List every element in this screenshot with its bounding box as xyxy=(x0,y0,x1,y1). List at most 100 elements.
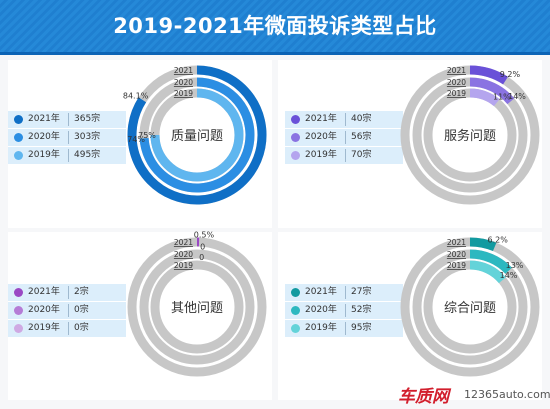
legend-count: 495宗 xyxy=(74,150,101,160)
center-label: 其他问题 xyxy=(171,301,223,316)
legend-dot xyxy=(14,288,23,297)
ring-segment xyxy=(469,249,512,274)
center-label: 服务问题 xyxy=(444,128,496,144)
legend-dot xyxy=(14,133,23,142)
ring-year-label: 2021 xyxy=(174,66,193,75)
value-label: 84.1% xyxy=(123,92,149,101)
legend-row: 2020年 0宗 xyxy=(8,302,126,319)
legend-year: 2019年 xyxy=(28,323,60,333)
ring-year-label: 2019 xyxy=(174,89,193,98)
legend-count: 52宗 xyxy=(351,305,372,315)
legend-dot xyxy=(291,151,300,160)
ring-track xyxy=(139,249,255,365)
legend-count: 56宗 xyxy=(351,132,372,142)
brand-logo: 车质网 xyxy=(398,387,449,407)
legend-row: 2019年 0宗 xyxy=(8,320,126,337)
donut-chart-composite: 2021 6.2% 2020 13% 2019 14% 综合问题 xyxy=(400,236,540,377)
site-url: 12365auto.com xyxy=(464,388,550,401)
legend-year: 2020年 xyxy=(305,132,337,142)
ring-year-label: 2020 xyxy=(447,250,466,259)
legend-count: 0宗 xyxy=(74,323,89,333)
legend-other: 2021年 2宗 2020年 0宗 2019年 0宗 xyxy=(8,284,126,338)
legend-divider xyxy=(345,304,346,317)
legend-row: 2020年 52宗 xyxy=(285,302,403,319)
title-underline xyxy=(0,52,550,55)
value-label: 11% xyxy=(493,93,511,102)
ring-segment xyxy=(469,237,497,252)
title-banner xyxy=(0,0,550,52)
page-title: 2019-2021年微面投诉类型占比 xyxy=(113,14,437,38)
center-disc xyxy=(434,271,506,343)
legend-count: 303宗 xyxy=(74,132,101,142)
legend-quality: 2021年 365宗 2020年 303宗 2019年 495宗 xyxy=(8,111,126,165)
legend-count: 40宗 xyxy=(351,114,372,124)
legend-divider xyxy=(345,113,346,126)
ring-track xyxy=(150,260,244,354)
legend-composite: 2021年 27宗 2020年 52宗 2019年 95宗 xyxy=(285,284,403,338)
legend-row: 2021年 40宗 xyxy=(285,111,403,128)
value-label: 0 xyxy=(199,253,204,262)
legend-row: 2019年 495宗 xyxy=(8,147,126,164)
value-label: 0.5% xyxy=(194,230,215,239)
legend-count: 95宗 xyxy=(351,323,372,333)
legend-count: 2宗 xyxy=(74,287,89,297)
legend-dot xyxy=(291,133,300,142)
ring-year-label: 2019 xyxy=(447,89,466,98)
ring-segment xyxy=(139,77,255,193)
legend-divider xyxy=(68,322,69,335)
legend-divider xyxy=(345,286,346,299)
legend-year: 2020年 xyxy=(28,132,60,142)
legend-year: 2021年 xyxy=(305,114,337,124)
ring-year-label: 2019 xyxy=(447,261,466,270)
legend-count: 0宗 xyxy=(74,305,89,315)
legend-row: 2021年 365宗 xyxy=(8,111,126,128)
legend-divider xyxy=(345,149,346,162)
value-label: 9.2% xyxy=(500,70,521,79)
value-label: 14% xyxy=(500,271,518,280)
ring-year-label: 2020 xyxy=(174,250,193,259)
ring-segment xyxy=(127,65,267,205)
value-label: 74% xyxy=(127,135,145,144)
legend-divider xyxy=(68,304,69,317)
legend-divider xyxy=(68,131,69,144)
ring-segment xyxy=(469,260,506,284)
value-label: 14% xyxy=(508,92,526,101)
center-disc xyxy=(434,99,506,171)
legend-divider xyxy=(68,113,69,126)
ring-segment xyxy=(469,77,515,105)
ring-year-label: 2021 xyxy=(447,238,466,247)
value-label: 75% xyxy=(138,131,156,140)
ring-year-label: 2019 xyxy=(174,261,193,270)
legend-count: 365宗 xyxy=(74,114,101,124)
legend-year: 2021年 xyxy=(28,287,60,297)
ring-year-label: 2020 xyxy=(174,78,193,87)
legend-row: 2020年 56宗 xyxy=(285,129,403,146)
legend-dot xyxy=(291,306,300,315)
legend-year: 2019年 xyxy=(28,150,60,160)
ring-segment xyxy=(469,65,508,85)
center-label: 综合问题 xyxy=(444,301,496,316)
value-label: 0 xyxy=(200,242,205,251)
center-disc xyxy=(161,99,233,171)
legend-count: 27宗 xyxy=(351,287,372,297)
ring-year-label: 2021 xyxy=(447,66,466,75)
legend-dot xyxy=(14,306,23,315)
legend-row: 2021年 27宗 xyxy=(285,284,403,301)
center-label: 质量问题 xyxy=(171,129,223,144)
legend-year: 2021年 xyxy=(305,287,337,297)
legend-year: 2019年 xyxy=(305,323,337,333)
legend-divider xyxy=(345,322,346,335)
legend-row: 2019年 70宗 xyxy=(285,147,403,164)
center-disc xyxy=(161,271,233,343)
legend-dot xyxy=(14,115,23,124)
ring-year-label: 2021 xyxy=(174,238,193,247)
ring-year-label: 2020 xyxy=(447,78,466,87)
ring-segment xyxy=(469,88,500,107)
legend-service: 2021年 40宗 2020年 56宗 2019年 70宗 xyxy=(285,111,403,165)
legend-row: 2020年 303宗 xyxy=(8,129,126,146)
legend-divider xyxy=(68,149,69,162)
legend-dot xyxy=(291,288,300,297)
legend-dot xyxy=(291,324,300,333)
